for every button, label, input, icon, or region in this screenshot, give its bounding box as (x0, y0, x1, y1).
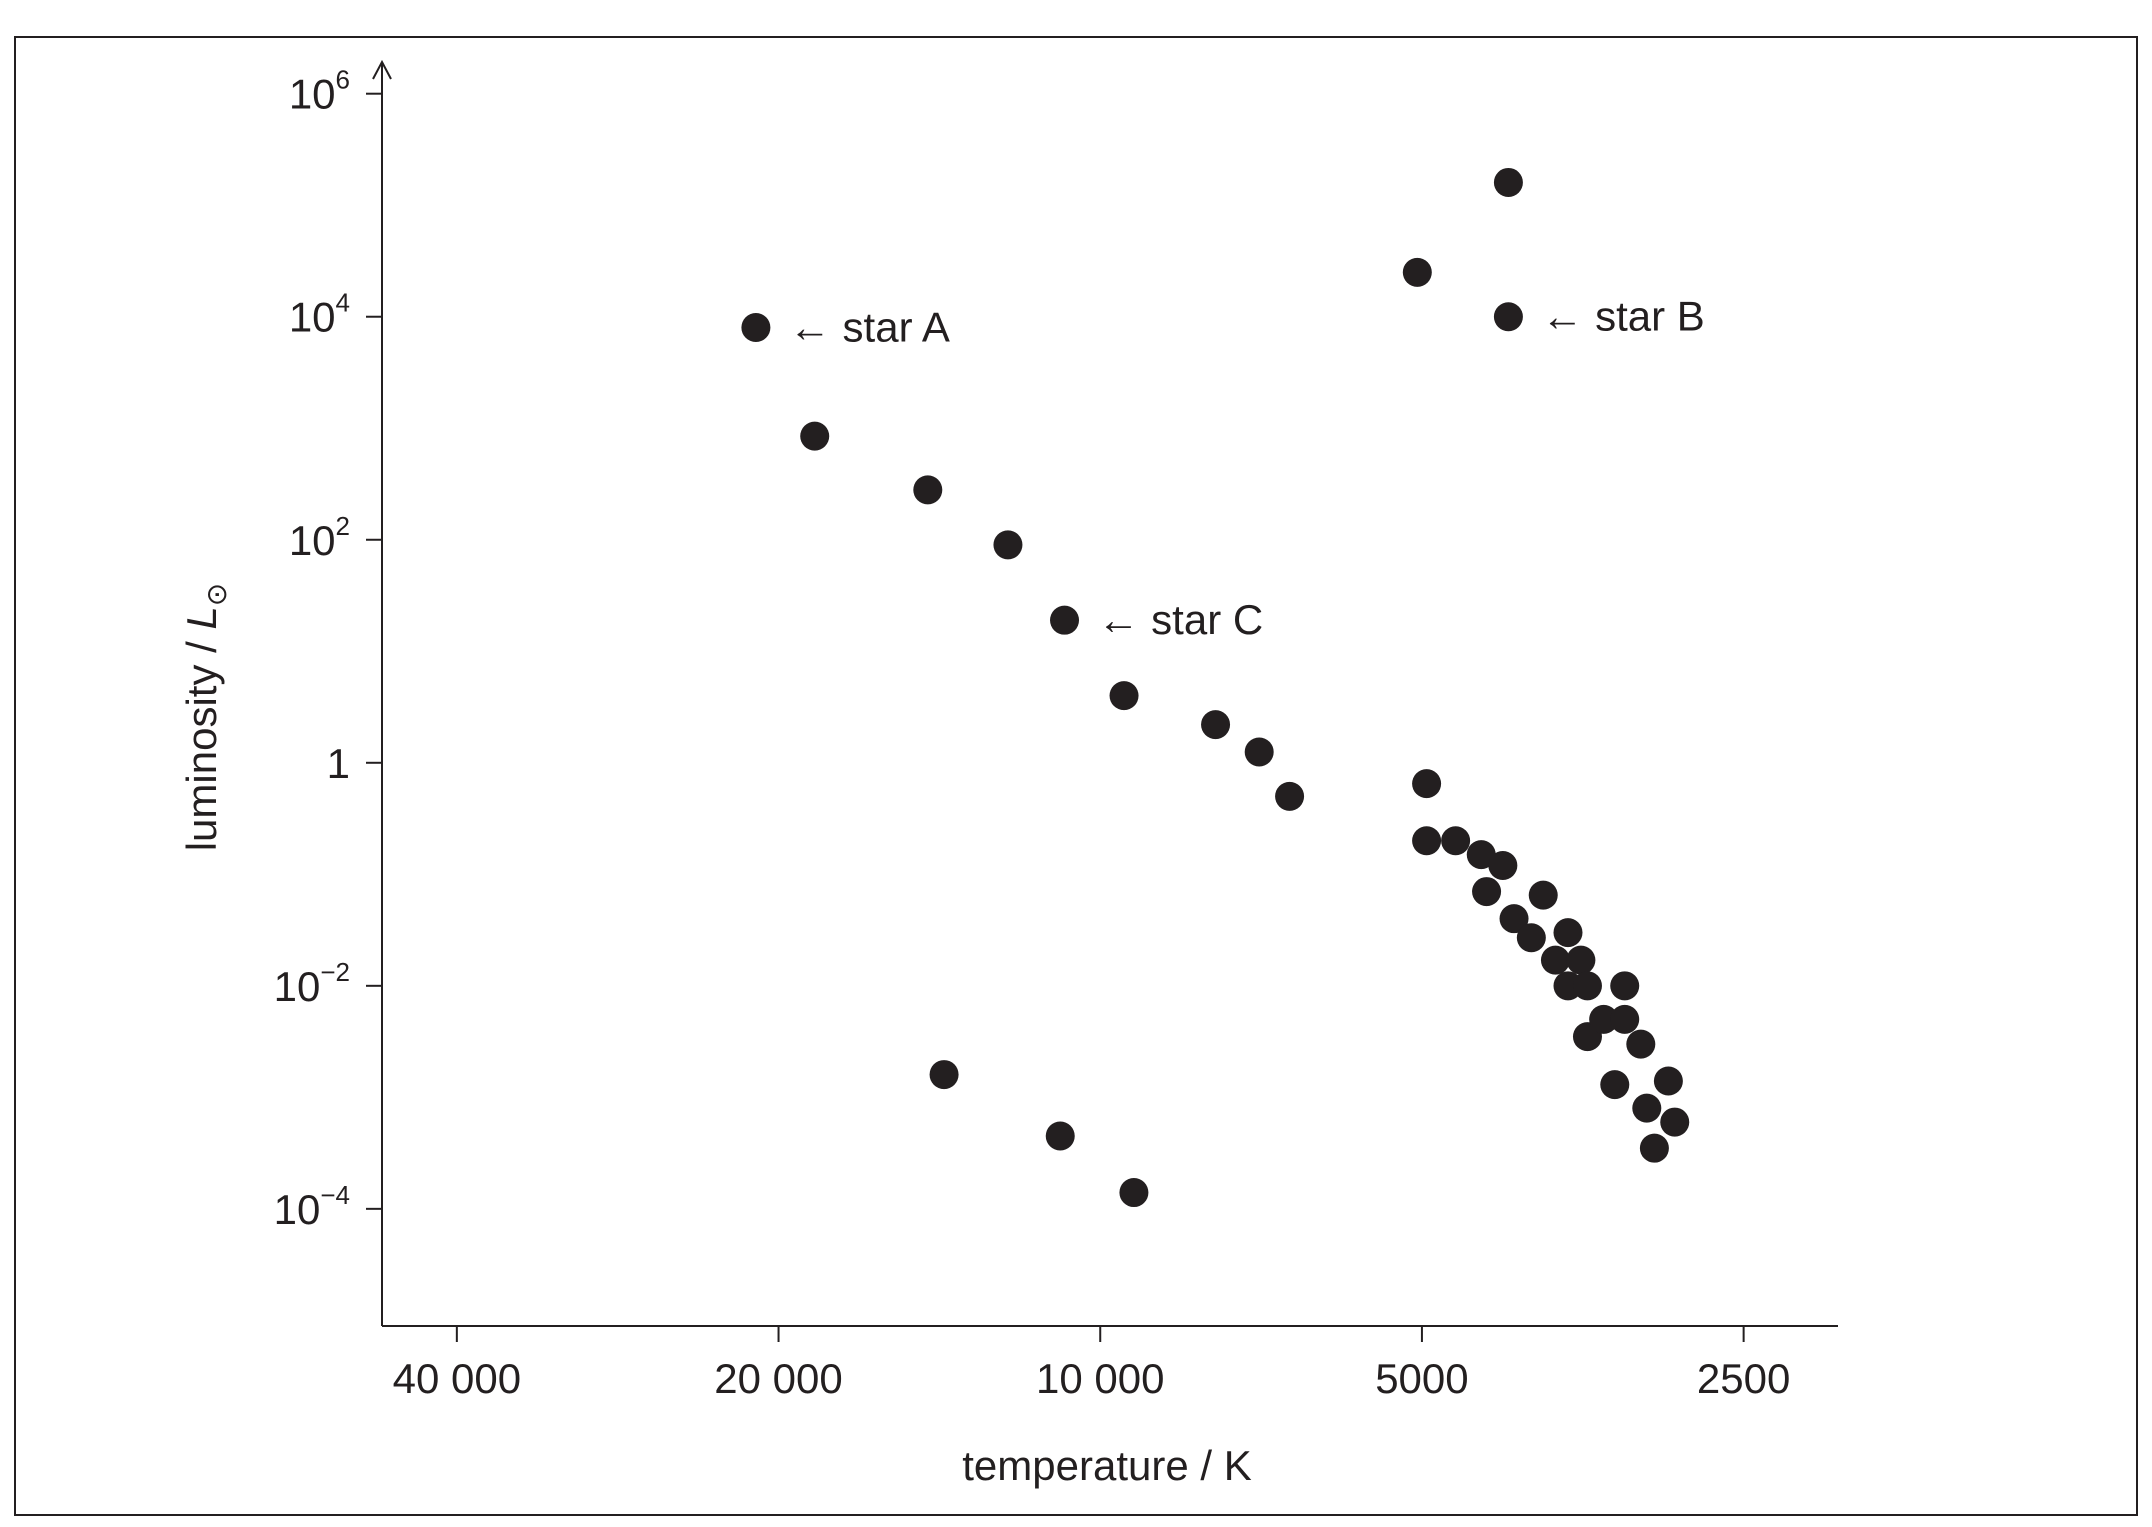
data-point (1553, 918, 1583, 948)
y-tick-exponent: −4 (320, 1180, 350, 1210)
data-point (1493, 167, 1523, 197)
data-point (1472, 877, 1502, 907)
y-axis-title-text: luminosity / (178, 630, 225, 852)
data-point (913, 475, 943, 505)
data-point (1244, 737, 1274, 767)
data-point (741, 313, 771, 343)
data-point (1275, 781, 1305, 811)
data-points (741, 167, 1690, 1208)
data-point (929, 1060, 959, 1090)
data-point (1566, 945, 1596, 975)
data-point (1653, 1066, 1683, 1096)
y-tick-base: 10 (274, 963, 321, 1010)
y-tick-base: 10 (289, 517, 336, 564)
data-point (1412, 826, 1442, 856)
star-label: ← star A (789, 304, 950, 351)
y-tick-base: 1 (327, 740, 350, 787)
y-tick-exponent: −2 (320, 957, 350, 987)
y-axis-arrow (372, 59, 392, 80)
data-point (1201, 710, 1231, 740)
y-axis-title-symbol: L (178, 606, 225, 629)
data-point (1600, 1070, 1630, 1100)
annotations: ← star A ← star C ← star B (789, 293, 1705, 643)
figure-frame (14, 36, 2138, 1516)
y-tick-base: 10 (289, 71, 336, 118)
data-point (1045, 1121, 1075, 1151)
data-point (1412, 769, 1442, 799)
data-point (1402, 257, 1432, 287)
axes (372, 59, 1838, 1327)
x-tick-label: 20 000 (714, 1355, 842, 1402)
x-tick-label: 2500 (1697, 1355, 1790, 1402)
y-tick-label: 1 (327, 740, 350, 787)
star-label: ← star B (1541, 293, 1704, 340)
data-point (1589, 1004, 1619, 1034)
data-point (1493, 302, 1523, 332)
y-tick-label: 104 (289, 288, 350, 341)
data-point (1610, 1004, 1640, 1034)
data-point (1632, 1093, 1662, 1123)
y-tick-label: 102 (289, 511, 350, 564)
data-point (1528, 880, 1558, 910)
data-point (1572, 971, 1602, 1001)
y-tick-base: 10 (289, 294, 336, 341)
data-point (1119, 1178, 1149, 1208)
data-point (1660, 1107, 1690, 1137)
x-tick-label: 10 000 (1036, 1355, 1164, 1402)
star-label: ← star C (1098, 596, 1264, 643)
y-tick-label: 106 (289, 65, 350, 118)
y-tick-exponent: 6 (336, 65, 350, 95)
data-point (1109, 681, 1139, 711)
data-point (1610, 971, 1640, 1001)
data-point (1441, 826, 1471, 856)
data-point (1639, 1133, 1669, 1163)
data-point (1466, 840, 1496, 870)
data-point (1488, 850, 1518, 880)
y-tick-label: 10−4 (274, 1180, 350, 1233)
x-axis-title: temperature / K (962, 1442, 1251, 1489)
data-point (800, 421, 830, 451)
data-point (1516, 923, 1546, 953)
y-axis-title-subscript: ⊙ (201, 583, 232, 606)
data-point (1540, 945, 1570, 975)
y-axis-title: luminosity / L⊙ (178, 583, 232, 852)
y-tick-exponent: 4 (336, 288, 350, 318)
data-point (993, 530, 1023, 560)
x-ticks: 40 000 20 000 10 000 5000 2500 (393, 1326, 1790, 1402)
y-tick-label: 10−2 (274, 957, 350, 1010)
x-tick-label: 40 000 (393, 1355, 521, 1402)
data-point (1626, 1029, 1656, 1059)
data-point (1050, 605, 1080, 635)
y-tick-exponent: 2 (336, 511, 350, 541)
data-point (1499, 904, 1529, 934)
y-tick-base: 10 (274, 1186, 321, 1233)
x-tick-label: 5000 (1375, 1355, 1468, 1402)
